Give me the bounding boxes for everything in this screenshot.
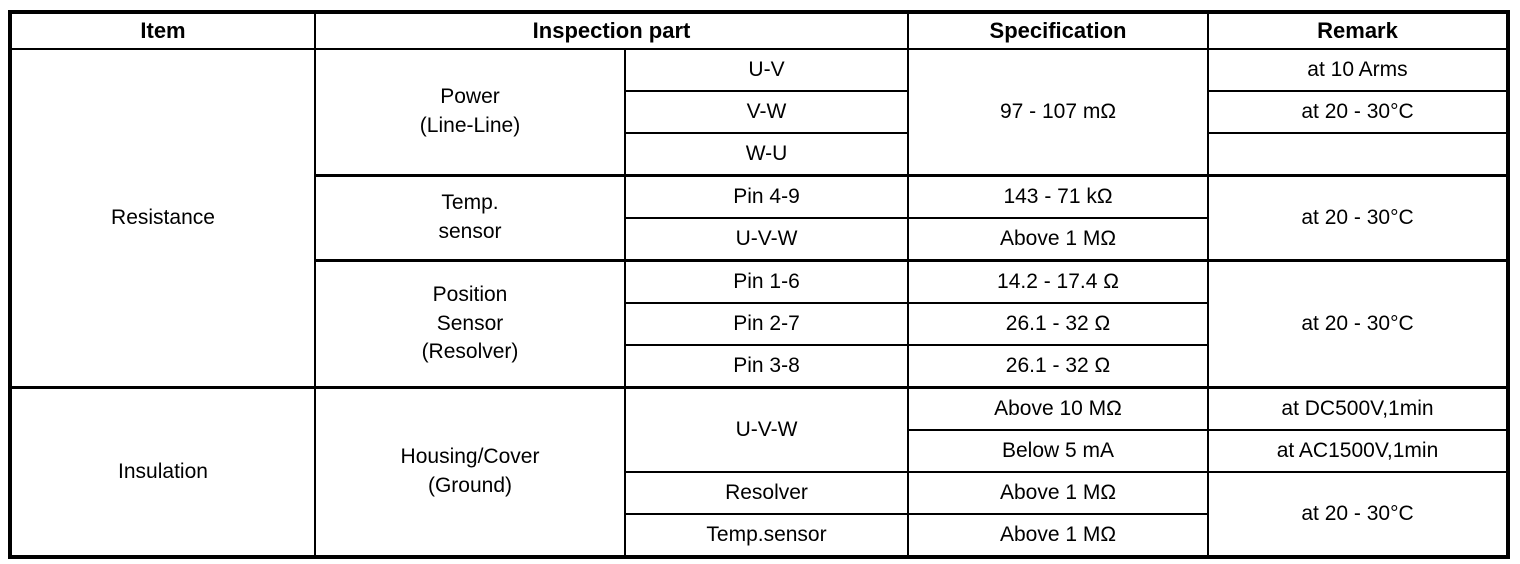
column-header-inspection-part: Inspection part xyxy=(314,11,909,50)
inspection-spec-table: Item Inspection part Specification Remar… xyxy=(8,10,1510,559)
remark-cell: at 10 Arms xyxy=(1207,48,1509,92)
column-header-specification: Specification xyxy=(907,11,1209,50)
part-cell: Position Sensor (Resolver) xyxy=(314,259,626,389)
spec-cell: Above 1 MΩ xyxy=(907,217,1209,262)
spec-cell: Above 1 MΩ xyxy=(907,471,1209,515)
table-row: V-W at 20 - 30°C xyxy=(10,90,1509,134)
subpart-cell: Pin 1-6 xyxy=(624,259,909,304)
spec-cell: 143 - 71 kΩ xyxy=(907,174,1209,219)
spec-cell: Above 10 MΩ xyxy=(907,386,1209,431)
table-row: Resistance Power (Line-Line) U-V 97 - 10… xyxy=(9,48,1509,389)
column-header-item: Item xyxy=(9,11,316,50)
subpart-cell: U-V xyxy=(624,48,909,92)
table-row: Temp. sensor Pin 4-9 143 - 71 kΩ at 20 -… xyxy=(10,174,1509,262)
spec-cell: 97 - 107 mΩ xyxy=(907,48,1209,177)
spec-cell: 14.2 - 17.4 Ω xyxy=(907,259,1209,304)
table-row: W-U xyxy=(10,132,1509,177)
subpart-cell: W-U xyxy=(624,132,909,177)
subpart-cell: U-V-W xyxy=(624,386,909,473)
table-row: Resolver Above 1 MΩ at 20 - 30°C xyxy=(10,471,1509,558)
remark-cell: at 20 - 30°C xyxy=(1207,90,1509,134)
table-row: U-V-W Above 1 MΩ xyxy=(10,217,1508,262)
subpart-cell: U-V-W xyxy=(624,217,909,262)
remark-cell: at 20 - 30°C xyxy=(1207,174,1509,262)
part-cell: Housing/Cover (Ground) xyxy=(314,386,626,558)
spec-cell: Below 5 mA xyxy=(907,429,1209,473)
item-cell: Resistance xyxy=(9,48,316,389)
table-row: Position Sensor (Resolver) Pin 1-6 14.2 … xyxy=(10,259,1509,389)
part-cell: Power (Line-Line) xyxy=(314,48,626,177)
part-cell: Temp. sensor xyxy=(314,174,626,262)
remark-cell: at AC1500V,1min xyxy=(1207,429,1509,473)
spec-cell: Above 1 MΩ xyxy=(907,513,1209,558)
column-header-remark: Remark xyxy=(1207,11,1509,50)
remark-cell: at 20 - 30°C xyxy=(1207,259,1509,389)
table-row: Temp.sensor Above 1 MΩ xyxy=(10,513,1508,558)
subpart-cell: Resolver xyxy=(624,471,909,515)
subpart-cell: Pin 3-8 xyxy=(624,344,909,389)
table-row: Pin 2-7 26.1 - 32 Ω xyxy=(10,302,1508,346)
table-row: Pin 3-8 26.1 - 32 Ω xyxy=(10,344,1508,389)
table-row: Below 5 mA at AC1500V,1min xyxy=(10,429,1509,473)
spec-cell: 26.1 - 32 Ω xyxy=(907,344,1209,389)
subpart-cell: Pin 4-9 xyxy=(624,174,909,219)
table-row: Insulation Housing/Cover (Ground) U-V-W … xyxy=(9,386,1509,558)
subpart-cell: V-W xyxy=(624,90,909,134)
remark-cell: at DC500V,1min xyxy=(1207,386,1509,431)
remark-cell xyxy=(1207,132,1509,177)
spec-cell: 26.1 - 32 Ω xyxy=(907,302,1209,346)
remark-cell: at 20 - 30°C xyxy=(1207,471,1509,558)
header-row: Item Inspection part Specification Remar… xyxy=(9,11,1509,50)
subpart-cell: Pin 2-7 xyxy=(624,302,909,346)
item-cell: Insulation xyxy=(9,386,316,558)
subpart-cell: Temp.sensor xyxy=(624,513,909,558)
